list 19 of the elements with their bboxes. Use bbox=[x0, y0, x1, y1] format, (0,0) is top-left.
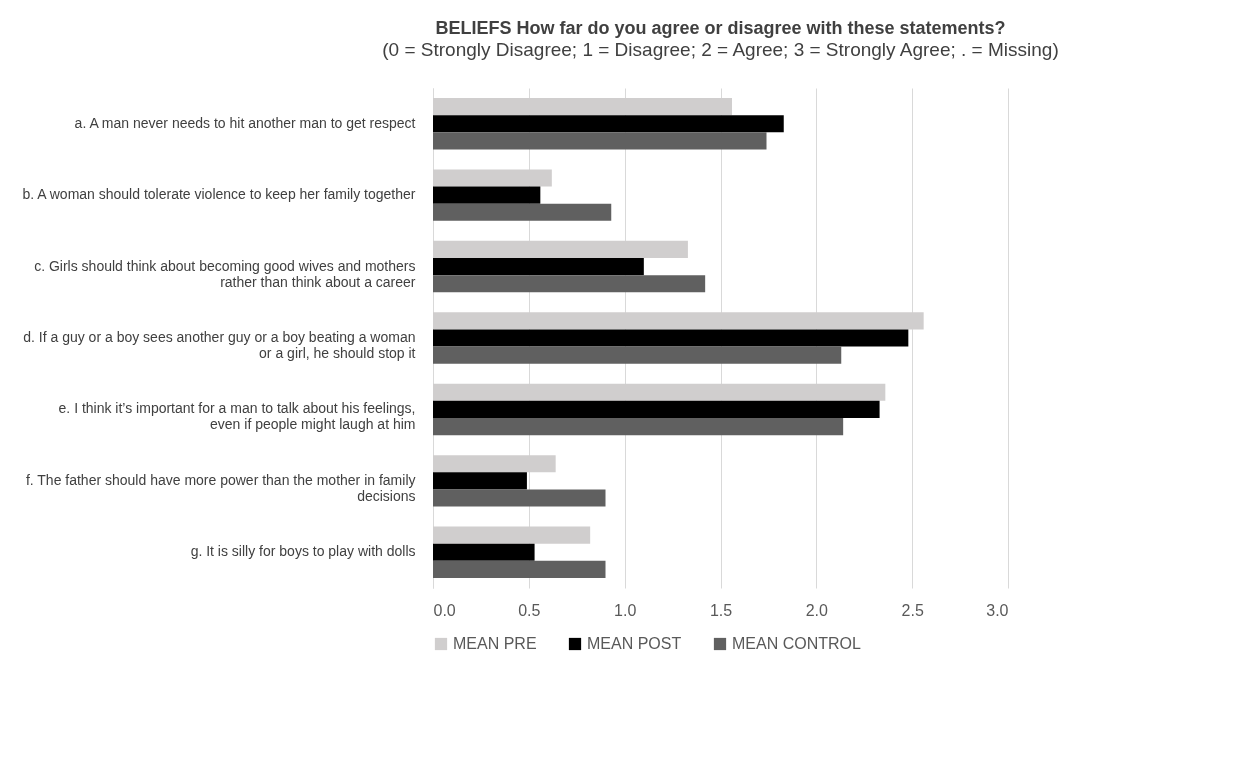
y-tick-label: c. Girls should think about becoming good wives and mothers rather than think about a career bbox=[34, 257, 416, 290]
x-tick-label: 0.0 bbox=[433, 601, 456, 619]
chart-subtitle: (0 = Strongly Disagree; 1 = Disagree; 2 = Agree; 3 = Strongly Agree; . = Missing) bbox=[382, 39, 1059, 60]
x-tick-label: 3.0 bbox=[986, 601, 1009, 619]
x-tick-label: 2.0 bbox=[805, 601, 829, 619]
y-tick-label: f. The father should have more power than the mother in family decisions bbox=[25, 471, 416, 504]
y-tick-label: b. A woman should tolerate violence to keep her family together bbox=[22, 186, 416, 203]
y-tick-label: d. If a guy or a boy sees another guy or a boy beating a woman or a girl, he should stop it bbox=[23, 329, 416, 361]
chart-title: BELIEFS How far do you agree or disagree with these statements? bbox=[435, 18, 1006, 38]
x-tick-label: 0.5 bbox=[518, 601, 541, 619]
x-tick-label: 1.0 bbox=[614, 601, 637, 619]
y-tick-label: a. A man never needs to hit another man to get respect bbox=[74, 114, 416, 131]
y-tick-label: e. I think it’s important for a man to talk about his feelings, even if people might laugh at him bbox=[58, 400, 416, 433]
y-tick-label: g. It is silly for boys to play with dolls bbox=[190, 543, 416, 560]
legend-label: MEAN POST bbox=[587, 635, 682, 652]
legend-label: MEAN CONTROL bbox=[732, 635, 861, 652]
x-tick-label: 2.5 bbox=[901, 601, 924, 619]
legend-label: MEAN PRE bbox=[453, 635, 537, 652]
x-tick-label: 1.5 bbox=[709, 601, 733, 619]
